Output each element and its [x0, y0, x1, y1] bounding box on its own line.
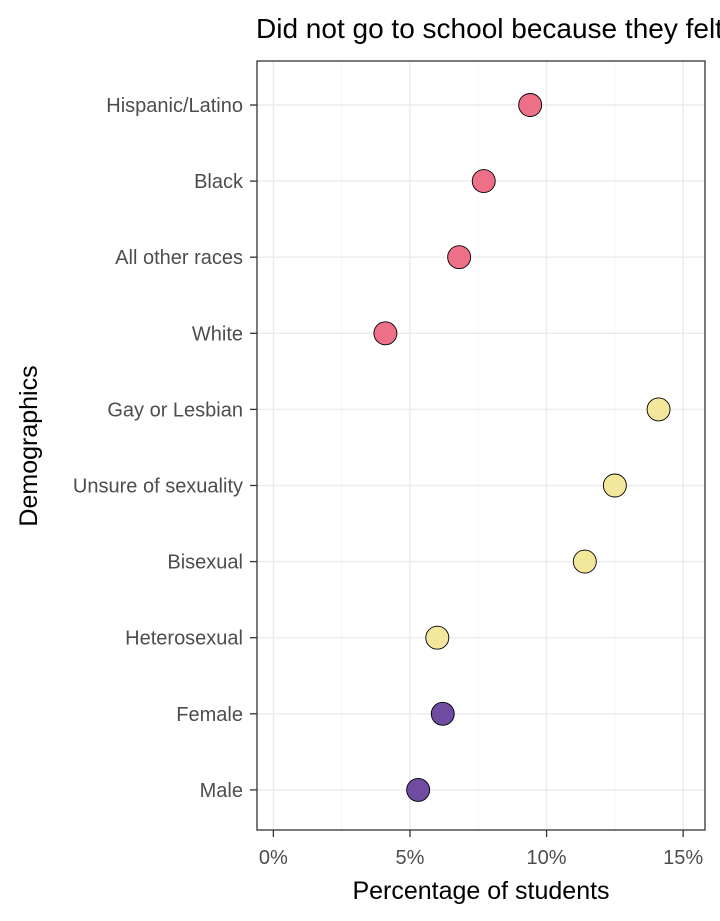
y-tick-label: Heterosexual [125, 628, 243, 650]
y-tick-label: Gay or Lesbian [107, 399, 243, 421]
y-tick-label: Black [194, 171, 244, 193]
y-tick-label: All other races [115, 247, 243, 269]
data-point [572, 549, 597, 574]
y-tick-label: Male [200, 780, 243, 802]
data-point [430, 701, 455, 726]
x-tick-label: 15% [663, 847, 703, 869]
data-point [471, 169, 496, 194]
y-tick-label: Unsure of sexuality [73, 476, 243, 498]
data-point [447, 245, 472, 270]
data-point [646, 397, 671, 422]
data-point [373, 321, 398, 346]
y-axis: Hispanic/Latino Black All other races White… [73, 95, 257, 802]
y-tick-label: Hispanic/Latino [106, 95, 243, 117]
grid [257, 61, 705, 830]
data-point [425, 625, 450, 650]
chart-title: Did not go to school because they felt u… [256, 13, 720, 44]
y-tick-label: Bisexual [167, 552, 243, 574]
data-point [518, 93, 543, 117]
data-point [406, 777, 431, 802]
y-tick-label: White [192, 323, 243, 345]
x-axis: 0% 5% 10% 15% [259, 830, 703, 869]
panel-border [256, 60, 706, 831]
x-tick-label: 0% [259, 847, 288, 869]
x-tick-label: 5% [396, 847, 425, 869]
data-points [373, 93, 671, 802]
x-tick-label: 10% [527, 847, 567, 869]
x-axis-title: Percentage of students [352, 877, 609, 905]
y-axis-title: Demographics [15, 365, 43, 526]
y-tick-label: Female [176, 704, 243, 726]
data-point [602, 473, 627, 498]
